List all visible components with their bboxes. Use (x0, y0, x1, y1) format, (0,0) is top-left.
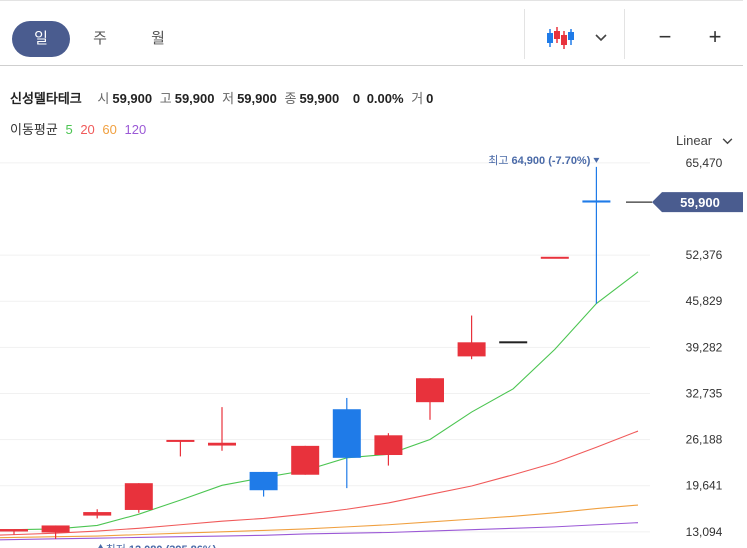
zoom-in-button[interactable]: + (708, 24, 722, 49)
candle-body (374, 435, 403, 456)
candle-body (416, 378, 444, 403)
y-tick-label: 65,470 (686, 156, 723, 170)
tab-week[interactable]: 주 (93, 30, 107, 47)
ma-120[interactable]: 120 (124, 122, 147, 137)
low-value: 59,900 (237, 91, 277, 106)
close-value: 59,900 (299, 91, 340, 106)
high-value: 59,900 (174, 91, 215, 106)
close-label: 종 (284, 91, 297, 106)
volume-value: 0 (426, 91, 434, 106)
ma-label: 이동평균 (10, 122, 58, 137)
y-tick-label: 26,188 (686, 433, 723, 447)
volume-label: 거 (411, 91, 424, 106)
change-value: 0 (352, 91, 361, 106)
last-price-tag (652, 192, 743, 213)
candle-body (499, 341, 528, 344)
zoom-out-button[interactable]: − (658, 24, 672, 49)
tab-month[interactable]: 월 (151, 30, 165, 47)
chart-toolbar: 일 주 월 − + (0, 0, 743, 66)
candle-body (208, 442, 236, 446)
y-tick-label: 13,094 (686, 525, 723, 539)
scale-mode: Linear (676, 133, 713, 148)
y-tick-label: 19,641 (686, 479, 723, 493)
y-tick-label: 39,282 (686, 340, 723, 354)
low-marker-value: 12,080 (395.86%) (129, 544, 217, 548)
ma-5[interactable]: 5 (65, 122, 73, 137)
y-tick-label: 52,376 (686, 248, 723, 262)
ma-line-60 (0, 504, 639, 539)
open-value: 59,900 (112, 91, 153, 106)
scale-selector[interactable]: Linear (676, 133, 733, 148)
candlestick-chart: 13,094 19,641 26,188 32,735 39,282 45,829 52,3… (0, 154, 743, 548)
moving-average-legend: 이동평균 5 20 60 120 (10, 119, 150, 138)
chevron-down-icon[interactable] (590, 19, 612, 55)
low-marker-label: 최저 12,080 (395.86%) (106, 543, 217, 548)
candle-body (41, 525, 70, 533)
candle-body (249, 471, 278, 491)
ma-line-120 (0, 522, 639, 541)
candle-body (540, 256, 569, 259)
price-summary: 신성델타테크 시 59,900 고 59,900 저 59,900 종 59,900 0… (10, 88, 433, 107)
candle-body (291, 445, 320, 475)
open-label: 시 (97, 91, 110, 106)
high-label: 고 (159, 91, 172, 106)
toolbar-divider (624, 9, 625, 59)
last-price-label: 59,900 (680, 195, 720, 210)
ma-20[interactable]: 20 (80, 122, 95, 137)
high-marker-value: 64,900 (-7.70%) (512, 155, 591, 167)
ma-60[interactable]: 60 (102, 122, 117, 137)
stock-name: 신성델타테크 (10, 91, 82, 106)
ma-line-20 (0, 430, 639, 536)
candle-body (166, 439, 195, 442)
candle-body (457, 342, 486, 357)
ma-line-5 (13, 271, 639, 531)
y-tick-label: 45,829 (686, 294, 723, 308)
high-marker-label: 최고 64,900 (-7.70%) (488, 154, 591, 167)
candle-body (332, 409, 361, 458)
y-tick-label: 32,735 (686, 386, 723, 400)
low-label: 저 (222, 91, 235, 106)
high-marker-arrow (593, 157, 600, 163)
change-pct: 0.00% (366, 91, 404, 106)
candle-body (83, 512, 112, 516)
candle-body (582, 200, 611, 203)
tab-day[interactable]: 일 (12, 21, 70, 57)
toolbar-divider (524, 9, 525, 59)
candle-body (0, 529, 28, 532)
candlestick-icon[interactable] (540, 19, 580, 55)
candle-body (124, 483, 153, 510)
low-marker-arrow (98, 543, 104, 548)
